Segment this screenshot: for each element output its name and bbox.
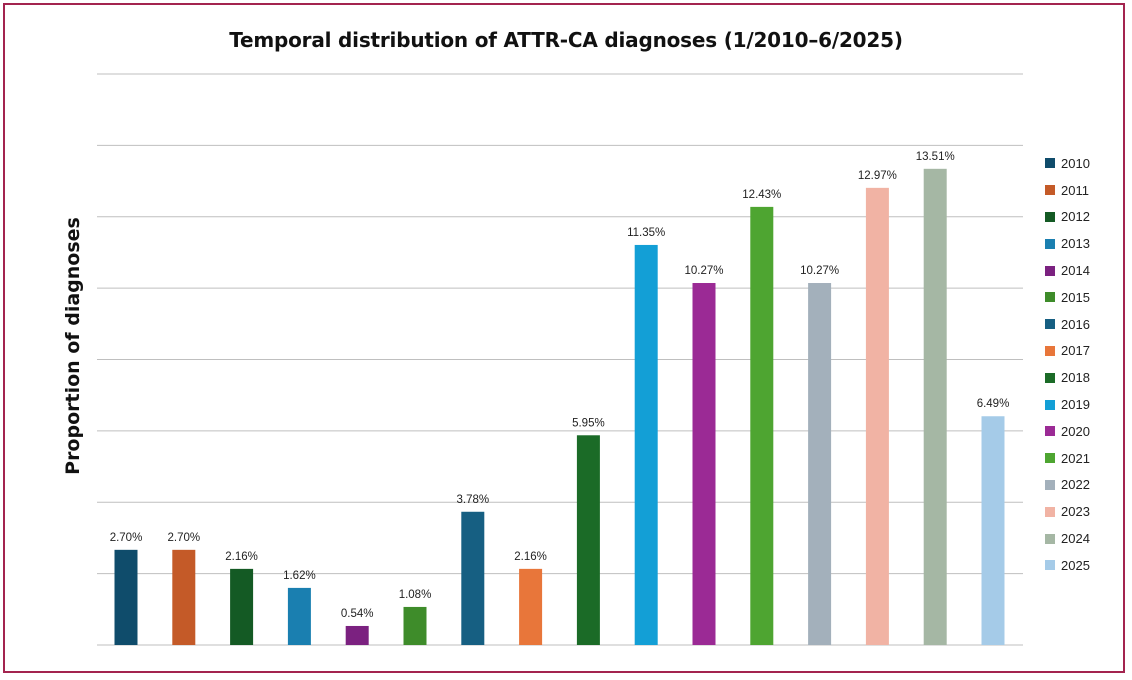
- legend-item-2025: 2025: [1045, 552, 1090, 579]
- data-label-2014: 0.54%: [341, 608, 374, 620]
- bar-2017: [519, 568, 543, 645]
- bar-2024: [923, 168, 947, 645]
- legend-swatch: [1045, 399, 1055, 410]
- legend-swatch: [1045, 426, 1055, 437]
- data-label-2024: 13.51%: [916, 151, 955, 163]
- legend-item-2014: 2014: [1045, 257, 1090, 284]
- legend-label: 2010: [1061, 155, 1090, 171]
- data-label-2012: 2.16%: [225, 551, 258, 563]
- data-labels: 2.70% 2.70% 2.16% 1.62% 0.54% 1.08% 3.78% 2.16%…: [110, 151, 1010, 620]
- legend-label: 2017: [1061, 343, 1090, 359]
- bar-2023: [865, 187, 889, 645]
- data-label-2021: 12.43%: [742, 189, 781, 201]
- legend-swatch: [1045, 506, 1055, 517]
- legend-item-2010: 2010: [1045, 150, 1090, 177]
- bar-2010: [114, 549, 138, 645]
- legend-swatch: [1045, 560, 1055, 571]
- legend-item-2020: 2020: [1045, 418, 1090, 445]
- legend-swatch: [1045, 533, 1055, 544]
- bar-2020: [692, 283, 716, 645]
- legend-label: 2022: [1061, 477, 1090, 493]
- legend-swatch: [1045, 372, 1055, 383]
- legend-swatch: [1045, 185, 1055, 196]
- legend-label: 2014: [1061, 263, 1090, 279]
- data-label-2023: 12.97%: [858, 170, 897, 182]
- legend-label: 2011: [1061, 182, 1089, 198]
- legend-label: 2015: [1061, 289, 1090, 305]
- legend-swatch: [1045, 479, 1055, 490]
- legend-label: 2019: [1061, 397, 1090, 413]
- data-label-2018: 5.95%: [572, 417, 605, 429]
- data-label-2015: 1.08%: [399, 589, 432, 601]
- bar-2025: [981, 416, 1005, 645]
- data-label-2013: 1.62%: [283, 570, 316, 582]
- legend-item-2012: 2012: [1045, 204, 1090, 231]
- legend-label: 2013: [1061, 236, 1090, 252]
- data-label-2025: 6.49%: [977, 398, 1010, 410]
- bar-2013: [287, 587, 311, 645]
- bar-2018: [576, 435, 600, 645]
- bar-2015: [403, 606, 427, 645]
- legend-item-2022: 2022: [1045, 472, 1090, 499]
- legend-item-2017: 2017: [1045, 338, 1090, 365]
- data-label-2020: 10.27%: [684, 265, 723, 277]
- legend-item-2013: 2013: [1045, 230, 1090, 257]
- legend-swatch: [1045, 211, 1055, 222]
- legend-item-2011: 2011: [1045, 177, 1090, 204]
- legend-item-2016: 2016: [1045, 311, 1090, 338]
- bar-2022: [808, 283, 832, 645]
- legend-item-2024: 2024: [1045, 525, 1090, 552]
- data-label-2010: 2.70%: [110, 532, 143, 544]
- legend-swatch: [1045, 238, 1055, 249]
- data-label-2016: 3.78%: [456, 494, 489, 506]
- legend-label: 2012: [1061, 209, 1090, 225]
- bar-2016: [461, 511, 485, 645]
- bar-2014: [345, 625, 369, 645]
- bar-2021: [750, 206, 774, 645]
- bar-2011: [172, 549, 196, 645]
- legend-label: 2016: [1061, 316, 1090, 332]
- legend-swatch: [1045, 158, 1055, 169]
- legend-swatch: [1045, 345, 1055, 356]
- bar-2019: [634, 244, 658, 646]
- legend-swatch: [1045, 319, 1055, 330]
- bar-2012: [230, 568, 254, 645]
- legend-swatch: [1045, 292, 1055, 303]
- legend-item-2023: 2023: [1045, 498, 1090, 525]
- legend-swatch: [1045, 265, 1055, 276]
- data-label-2019: 11.35%: [627, 227, 665, 239]
- legend: 2010 2011 2012 2013 2014 2015 2016 2017 2018 2019…: [1045, 150, 1090, 579]
- data-label-2017: 2.16%: [514, 551, 547, 563]
- legend-item-2019: 2019: [1045, 391, 1090, 418]
- legend-item-2021: 2021: [1045, 445, 1090, 472]
- legend-label: 2020: [1061, 423, 1090, 439]
- legend-label: 2018: [1061, 370, 1090, 386]
- legend-label: 2023: [1061, 504, 1090, 520]
- legend-label: 2021: [1061, 450, 1090, 466]
- bars: [114, 168, 1005, 646]
- legend-item-2015: 2015: [1045, 284, 1090, 311]
- legend-label: 2025: [1061, 557, 1090, 573]
- data-label-2022: 10.27%: [800, 265, 839, 277]
- legend-label: 2024: [1061, 531, 1090, 547]
- legend-item-2018: 2018: [1045, 364, 1090, 391]
- data-label-2011: 2.70%: [167, 532, 200, 544]
- legend-swatch: [1045, 453, 1055, 464]
- chart-title: Temporal distribution of ATTR-CA diagnos…: [229, 28, 903, 52]
